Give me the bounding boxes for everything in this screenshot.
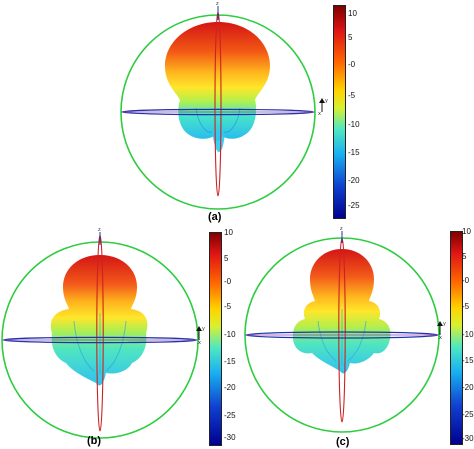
panel-c: z y x 10 5 -0 -5 -10 -15 -20 -25 -30 (c)	[240, 225, 474, 449]
colorbar-c-ticks: 10 5 -0 -5 -10 -15 -20 -25 -30	[462, 227, 474, 446]
radiation-pattern-c: z y x	[244, 226, 446, 433]
colorbar-tick: -10	[348, 120, 360, 129]
z-axis-label: z	[340, 226, 343, 232]
radiation-pattern-a: z y x	[120, 1, 328, 210]
x-axis-label: x	[318, 111, 321, 117]
colorbar-tick: 5	[224, 254, 229, 263]
colorbar-tick: -15	[224, 357, 236, 366]
colorbar-tick: -25	[224, 411, 236, 420]
colorbar-tick: -20	[224, 383, 236, 392]
radiation-pattern-b: z y x	[1, 227, 205, 439]
y-axis-label: y	[325, 98, 328, 104]
colorbar-tick: -5	[348, 91, 356, 100]
panel-caption-c: (c)	[336, 436, 350, 448]
x-axis-label: x	[198, 340, 201, 346]
pattern-inner-ridge	[317, 309, 367, 365]
colorbar-tick: -30	[224, 433, 236, 442]
colorbar-b-ticks: 10 5 -0 -5 -10 -15 -20 -25 -30	[224, 228, 240, 447]
x-axis-label: x	[439, 335, 442, 341]
z-axis-label: z	[98, 227, 101, 233]
colorbar-tick: -20	[348, 176, 360, 185]
y-axis-label: y	[443, 321, 446, 327]
colorbar-tick: -15	[348, 148, 360, 157]
colorbar-tick: -5	[462, 302, 470, 311]
colorbar-tick: -25	[462, 410, 474, 419]
pattern-inner-ridge	[73, 313, 127, 375]
y-axis-arrowhead	[437, 321, 443, 326]
colorbar-tick: -10	[462, 330, 474, 339]
y-axis-arrowhead	[196, 326, 202, 331]
colorbar-tick: 5	[462, 252, 467, 261]
colorbar-tick: -0	[348, 60, 356, 69]
colorbar-c	[450, 231, 463, 445]
colorbar-b	[209, 232, 222, 446]
z-axis-label: z	[216, 1, 219, 7]
pattern-lobe	[165, 22, 270, 142]
pattern-lobe	[50, 255, 148, 386]
panel-caption-a: (a)	[208, 211, 222, 223]
colorbar-tick: -5	[224, 302, 232, 311]
colorbar-tick: -15	[462, 356, 474, 365]
colorbar-tick: -25	[348, 201, 360, 210]
colorbar-tick: 10	[348, 9, 357, 18]
colorbar-a-ticks: 10 5 -0 -5 -10 -15 -20 -25	[348, 5, 378, 220]
colorbar-tick: -0	[224, 277, 232, 286]
colorbar-tick: -0	[462, 276, 470, 285]
colorbar-tick: -20	[462, 383, 474, 392]
colorbar-tick: 10	[224, 228, 233, 237]
colorbar-a	[333, 5, 346, 219]
colorbar-tick: 10	[462, 227, 471, 236]
pattern-sidelobe	[212, 132, 225, 152]
colorbar-tick: -30	[462, 434, 474, 443]
colorbar-tick: 5	[348, 33, 353, 42]
panel-caption-b: (b)	[87, 435, 102, 447]
colorbar-tick: -10	[224, 330, 236, 339]
y-axis-arrowhead	[319, 98, 325, 103]
panel-b: z y x 10 5 -0 -5 -10 -15 -20 -25 -30 (b)	[0, 225, 240, 449]
y-axis-label: y	[202, 326, 205, 332]
panel-a: z y x 10 5 -0 -5 -10 -15 -20 -25 (a)	[120, 1, 378, 223]
